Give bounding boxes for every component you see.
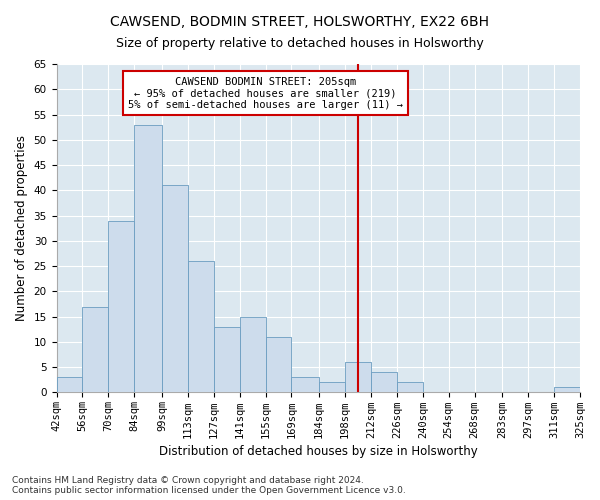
Bar: [162, 186, 188, 392]
Y-axis label: Number of detached properties: Number of detached properties: [15, 135, 28, 321]
Bar: [188, 261, 214, 392]
Bar: [345, 362, 371, 392]
X-axis label: Distribution of detached houses by size in Holsworthy: Distribution of detached houses by size …: [159, 444, 478, 458]
Bar: [319, 382, 345, 392]
Bar: [109, 220, 134, 392]
Bar: [56, 378, 82, 392]
Bar: [239, 316, 266, 392]
Bar: [134, 124, 162, 392]
Bar: [554, 388, 580, 392]
Text: Contains HM Land Registry data © Crown copyright and database right 2024.
Contai: Contains HM Land Registry data © Crown c…: [12, 476, 406, 495]
Text: CAWSEND, BODMIN STREET, HOLSWORTHY, EX22 6BH: CAWSEND, BODMIN STREET, HOLSWORTHY, EX22…: [110, 15, 490, 29]
Text: CAWSEND BODMIN STREET: 205sqm
← 95% of detached houses are smaller (219)
5% of s: CAWSEND BODMIN STREET: 205sqm ← 95% of d…: [128, 76, 403, 110]
Bar: [266, 337, 292, 392]
Bar: [292, 378, 319, 392]
Bar: [82, 306, 109, 392]
Bar: [371, 372, 397, 392]
Text: Size of property relative to detached houses in Holsworthy: Size of property relative to detached ho…: [116, 38, 484, 51]
Bar: [397, 382, 423, 392]
Bar: [214, 326, 239, 392]
